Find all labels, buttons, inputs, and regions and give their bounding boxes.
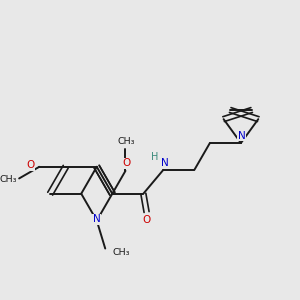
- Text: CH₃: CH₃: [117, 137, 135, 146]
- Text: CH₃: CH₃: [112, 248, 130, 257]
- Text: N: N: [161, 158, 169, 168]
- Text: O: O: [142, 215, 151, 225]
- Text: O: O: [26, 160, 34, 170]
- Text: N: N: [238, 131, 245, 141]
- Text: N: N: [93, 214, 100, 224]
- Text: H: H: [151, 152, 158, 162]
- Text: O: O: [122, 158, 130, 168]
- Text: CH₃: CH₃: [0, 175, 16, 184]
